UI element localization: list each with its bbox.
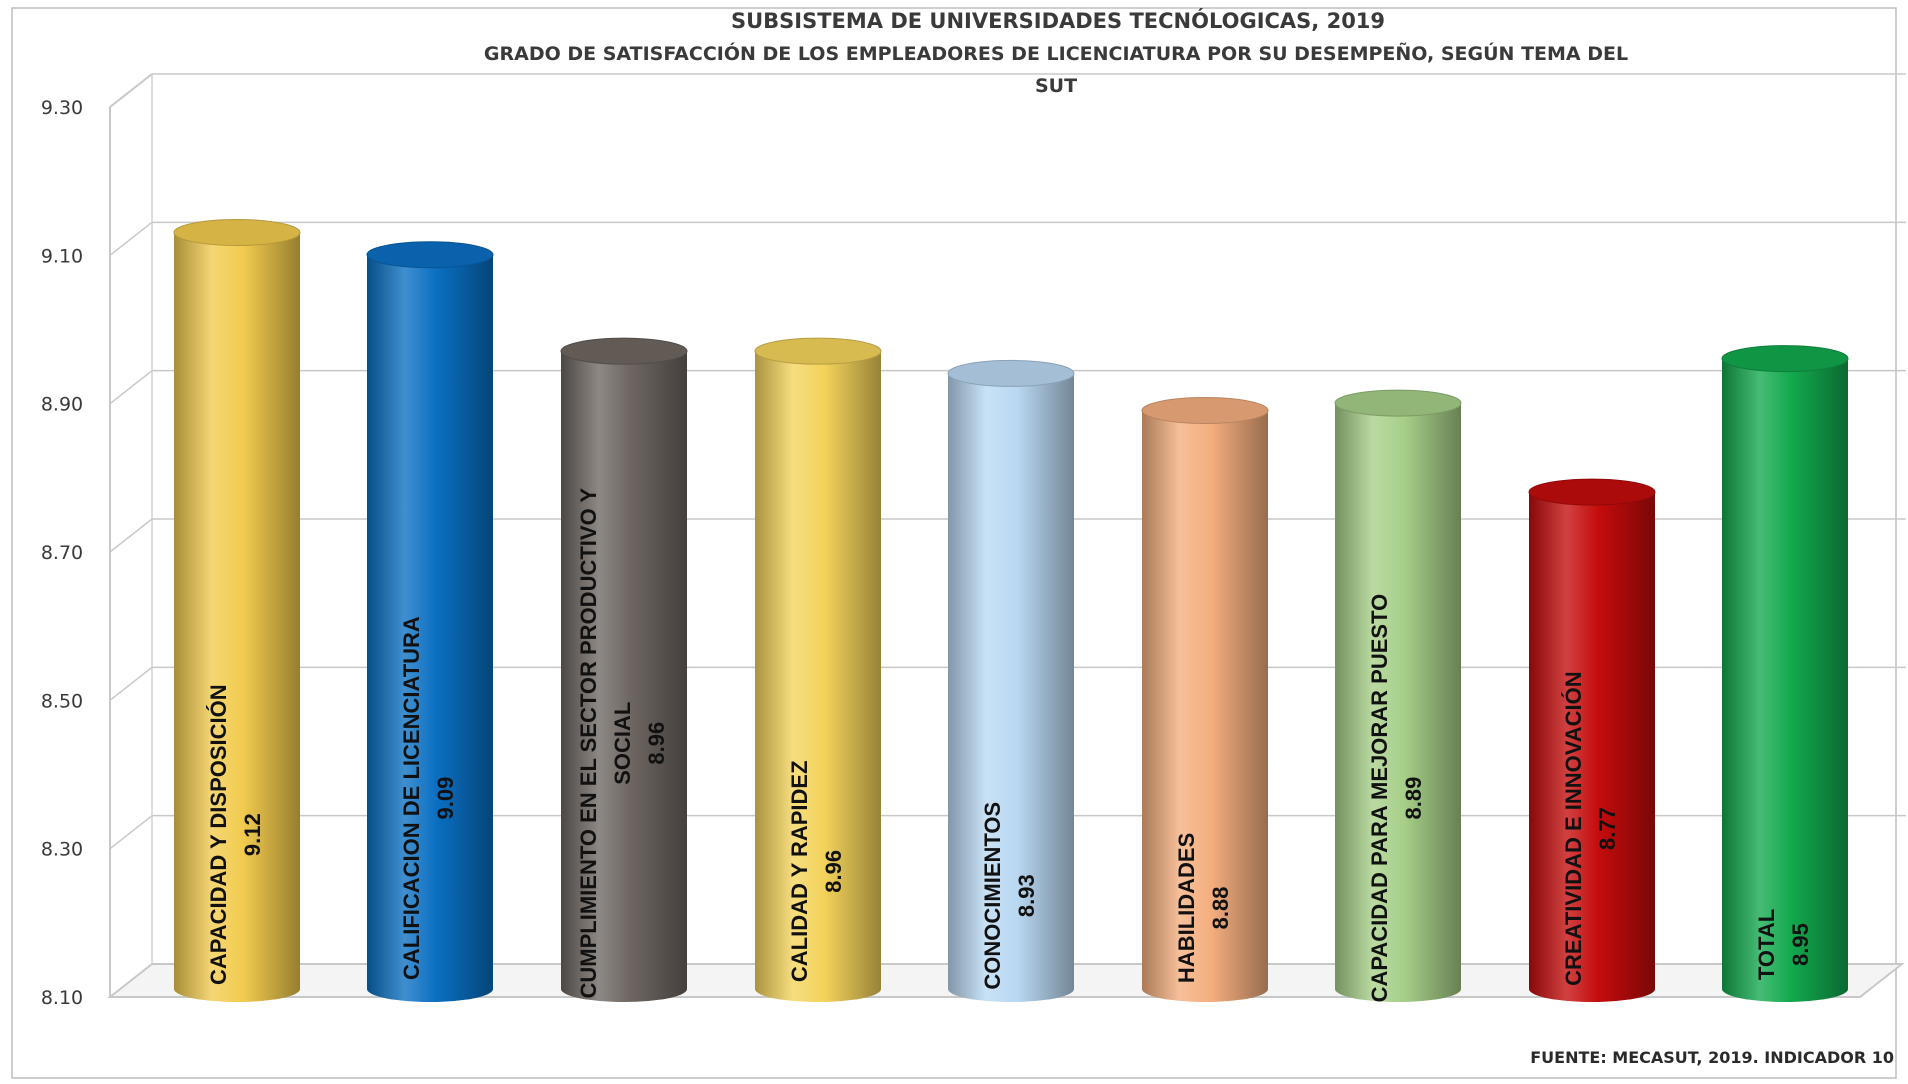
- bar-category-label: CALIDAD Y RAPIDEZ: [787, 760, 812, 982]
- bar-value-label: 8.96: [821, 850, 846, 893]
- gridline-diagonal: [109, 518, 153, 553]
- bar-value-label: 8.93: [1014, 874, 1039, 917]
- bar-6: HABILIDADES 8.88: [1141, 397, 1269, 1002]
- gridline-diagonal: [109, 370, 153, 405]
- bar-9: TOTAL 8.95: [1721, 345, 1849, 1002]
- bar-label: CREATIVIDAD E INNOVACIÓN 8.77: [1561, 671, 1620, 986]
- bar-7: CAPACIDAD PARA MEJORAR PUESTO 8.89: [1334, 389, 1462, 1003]
- bar-value-label: 8.95: [1788, 923, 1813, 966]
- bar-label: HABILIDADES 8.88: [1174, 833, 1233, 983]
- y-tick-label: 8.50: [41, 690, 83, 712]
- source-note: FUENTE: MECASUT, 2019. INDICADOR 10: [1530, 1048, 1894, 1067]
- bar-category-label: CAPACIDAD Y DISPOSICIÓN: [206, 684, 231, 985]
- gridline-diagonal: [109, 666, 153, 701]
- bar-3: CUMPLIMIENTO EN EL SECTOR PRODUCTIVO Y SO…: [560, 337, 688, 1003]
- bar-value-label: 9.12: [240, 813, 265, 856]
- bar-8: CREATIVIDAD E INNOVACIÓN 8.77: [1528, 478, 1656, 1002]
- bar-1: CAPACIDAD Y DISPOSICIÓN 9.12: [173, 219, 301, 1002]
- bar-value-label: 8.88: [1208, 886, 1233, 929]
- bar-category-label: CUMPLIMIENTO EN EL SECTOR PRODUCTIVO Y: [576, 488, 601, 999]
- bar-top: [366, 241, 494, 269]
- bar-body: [1142, 410, 1268, 1002]
- bar-top: [947, 359, 1075, 387]
- bar-body: [755, 351, 881, 1003]
- bar-category-label: CONOCIMIENTOS: [980, 802, 1005, 990]
- bar-label: CALIFICACION DE LICENCIATURA 9.09: [399, 616, 458, 980]
- bars: CAPACIDAD Y DISPOSICIÓN 9.12 CALIFICACION …: [173, 219, 1849, 1003]
- bar-top: [1721, 345, 1849, 373]
- bar-body: [1335, 403, 1461, 1002]
- bar-4: CALIDAD Y RAPIDEZ 8.96: [754, 337, 882, 1003]
- bar-category-label: CAPACIDAD PARA MEJORAR PUESTO: [1367, 594, 1392, 1003]
- bar-label: CONOCIMIENTOS 8.93: [980, 802, 1039, 990]
- source-text: FUENTE: MECASUT, 2019. INDICADOR 10: [1530, 1048, 1894, 1067]
- bar-body: [1529, 492, 1655, 1002]
- bar-body: [1722, 358, 1848, 1002]
- bar-category-label: CALIFICACION DE LICENCIATURA: [399, 616, 424, 980]
- gridline-diagonal: [109, 815, 153, 850]
- bar-label: TOTAL 8.95: [1754, 909, 1813, 980]
- bar-value-label: 8.96: [644, 722, 669, 765]
- bar-label: CUMPLIMIENTO EN EL SECTOR PRODUCTIVO Y SO…: [576, 488, 669, 999]
- bar-top: [560, 337, 688, 365]
- bar-value-label: 8.77: [1595, 807, 1620, 850]
- bar-category-label: TOTAL: [1754, 909, 1779, 980]
- bar-top: [1334, 389, 1462, 417]
- bar-2: CALIFICACION DE LICENCIATURA 9.09: [366, 241, 494, 1002]
- bar-category-label: SOCIAL: [610, 702, 635, 785]
- bar-top: [754, 337, 882, 365]
- gridline-diagonal: [109, 73, 153, 108]
- bar-value-label: 8.89: [1401, 777, 1426, 820]
- bar-top: [173, 219, 301, 246]
- y-axis: 9.30 9.10 8.90 8.70 8.50 8.30 8.10: [41, 97, 83, 1009]
- chart-title: SUBSISTEMA DE UNIVERSIDADES TECNÓLOGICAS…: [484, 8, 1628, 97]
- bar-label: CAPACIDAD Y DISPOSICIÓN 9.12: [206, 684, 265, 985]
- chart-border: [11, 7, 1897, 1079]
- y-tick-label: 9.30: [41, 97, 83, 119]
- gridline-diagonal: [109, 221, 153, 256]
- y-tick-label: 8.70: [41, 542, 83, 564]
- chart-title-line: SUT: [1035, 75, 1077, 97]
- bar-top: [1528, 478, 1656, 506]
- bar-body: [561, 351, 687, 1003]
- y-tick-label: 8.10: [41, 987, 83, 1009]
- bar-label: CAPACIDAD PARA MEJORAR PUESTO 8.89: [1367, 594, 1426, 1003]
- bar-body: [948, 373, 1074, 1003]
- bar-category-label: HABILIDADES: [1174, 833, 1199, 983]
- bar-body: [174, 232, 300, 1002]
- chart-title-line: SUBSISTEMA DE UNIVERSIDADES TECNÓLOGICAS…: [731, 8, 1385, 33]
- bar-value-label: 9.09: [433, 777, 458, 820]
- bar-5: CONOCIMIENTOS 8.93: [947, 359, 1075, 1003]
- y-tick-label: 8.90: [41, 394, 83, 416]
- bar-body: [367, 254, 493, 1002]
- chart-title-line: GRADO DE SATISFACCIÓN DE LOS EMPLEADORES…: [484, 41, 1628, 65]
- y-tick-label: 8.30: [41, 839, 83, 861]
- bar-label: CALIDAD Y RAPIDEZ 8.96: [787, 760, 846, 982]
- y-tick-label: 9.10: [41, 245, 83, 267]
- bar-top: [1141, 397, 1269, 424]
- bar-category-label: CREATIVIDAD E INNOVACIÓN: [1561, 671, 1586, 986]
